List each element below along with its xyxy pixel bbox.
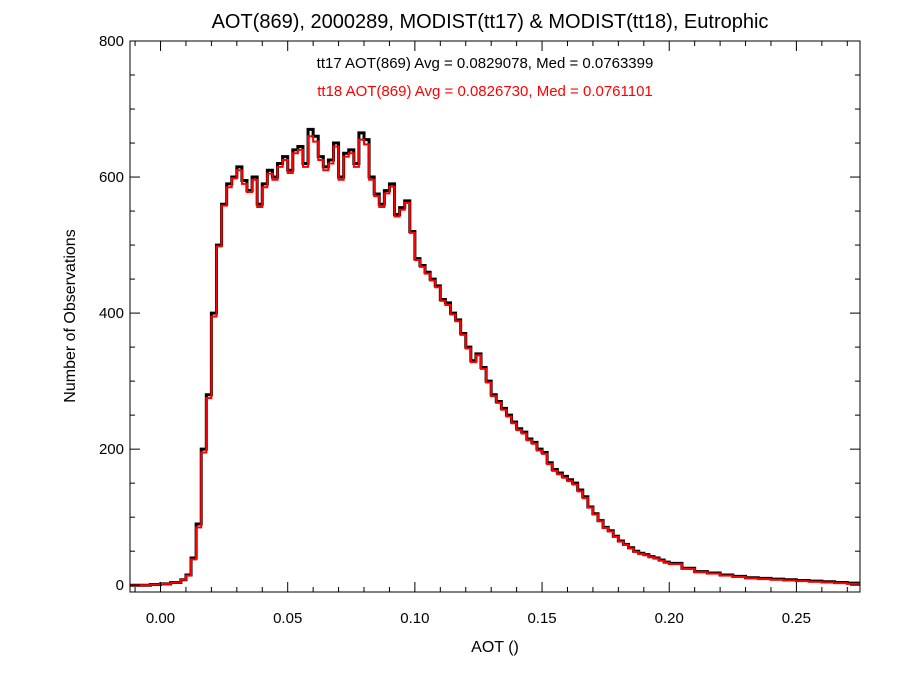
x-tick-label: 0.00	[146, 610, 175, 627]
y-axis-label: Number of Observations	[62, 229, 79, 402]
annotation-tt18: tt18 AOT(869) Avg = 0.0826730, Med = 0.0…	[317, 83, 653, 100]
x-tick-label: 0.20	[655, 610, 684, 627]
x-axis-label: AOT ()	[471, 639, 519, 656]
y-tick-label: 400	[99, 305, 124, 322]
annotation-tt17: tt17 AOT(869) Avg = 0.0829078, Med = 0.0…	[317, 55, 654, 72]
series-line-tt18	[130, 135, 860, 587]
x-tick-label: 0.05	[273, 610, 302, 627]
axis-ticks: 0.00 0.05 0.10 0.15 0.20 0.25 0 200 400 600 800	[99, 33, 860, 627]
series-layer	[130, 127, 860, 587]
x-tick-label: 0.15	[527, 610, 556, 627]
y-tick-label: 600	[99, 169, 124, 186]
plot-frame	[129, 40, 861, 593]
x-tick-label: 0.10	[400, 610, 429, 627]
series-line-tt17	[130, 127, 860, 587]
chart-title: AOT(869), 2000289, MODIST(tt17) & MODIST…	[212, 11, 769, 33]
y-tick-label: 200	[99, 441, 124, 458]
x-tick-label: 0.25	[782, 610, 811, 627]
y-tick-label: 0	[116, 577, 124, 594]
y-tick-label: 800	[99, 33, 124, 50]
